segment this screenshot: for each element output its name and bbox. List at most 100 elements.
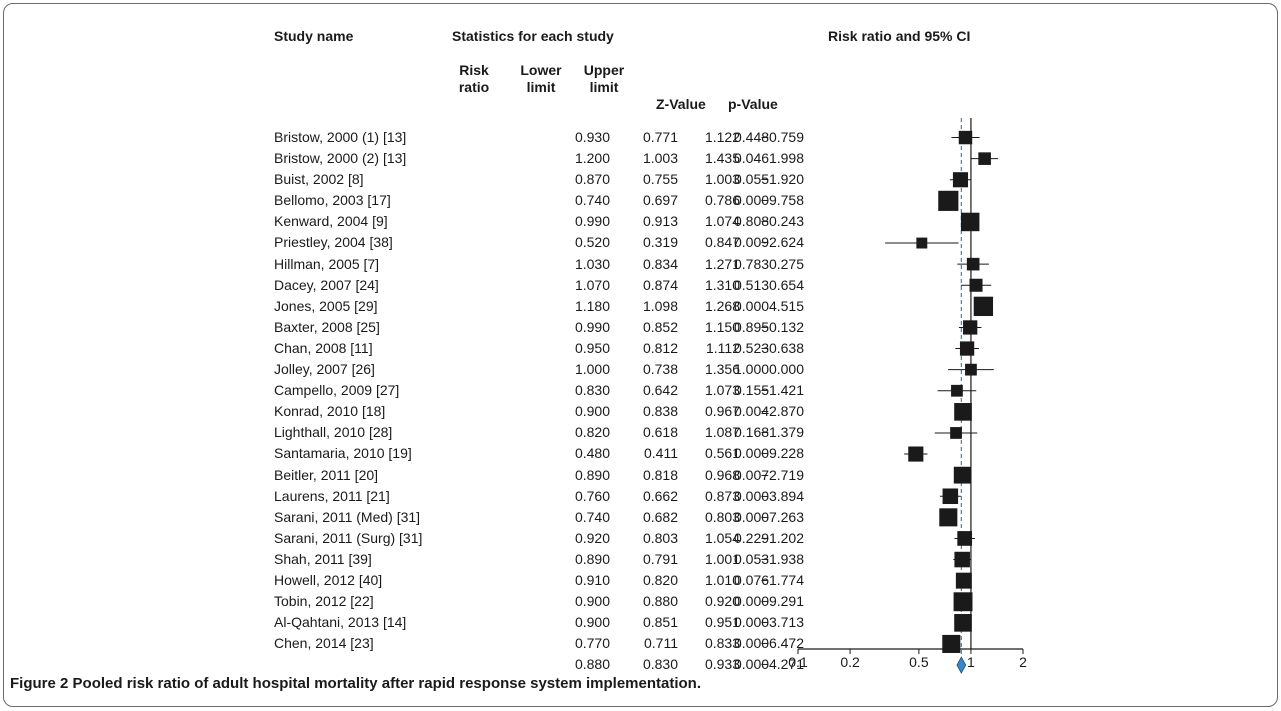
study-name-cell: Laurens, 2011 [21] — [274, 487, 390, 504]
figure-caption: Figure 2 Pooled risk ratio of adult hosp… — [10, 675, 701, 692]
upper-limit-cell: 1.054 — [704, 529, 740, 546]
lower-limit-cell: 0.642 — [642, 382, 678, 399]
z-value-cell: −0.132 — [760, 318, 804, 335]
risk-ratio-cell: 1.070 — [574, 276, 610, 293]
risk-ratio-cell: 0.880 — [574, 656, 610, 673]
upper-limit-cell: 0.968 — [704, 466, 740, 483]
z-value-cell: −9.291 — [760, 593, 804, 610]
effect-marker — [959, 341, 975, 356]
figure-frame — [3, 3, 1278, 707]
z-value-cell: −2.624 — [760, 234, 804, 251]
effect-marker — [955, 572, 972, 589]
lower-limit-cell: 0.818 — [642, 466, 678, 483]
lower-limit-cell: 0.791 — [642, 550, 678, 567]
study-name-cell: Jolley, 2007 [26] — [274, 361, 375, 378]
risk-ratio-cell: 0.480 — [574, 445, 610, 462]
upper-limit-cell: 0.803 — [704, 508, 740, 525]
header-lower-limit: Lower limit — [514, 62, 568, 96]
study-name-cell: Chen, 2014 [23] — [274, 635, 374, 652]
effect-marker — [954, 614, 972, 632]
effect-marker — [954, 551, 970, 568]
p-value-cell: 0.004 — [734, 403, 770, 420]
study-name-cell: Tobin, 2012 [22] — [274, 593, 374, 610]
p-value-cell: 0.155 — [734, 382, 770, 399]
header-z-value: Z-Value — [656, 96, 706, 112]
p-value-cell: 0.000 — [734, 192, 770, 209]
x-tick-label: 0.5 — [909, 654, 929, 670]
risk-ratio-cell: 0.900 — [574, 614, 610, 631]
p-value-cell: 0.000 — [734, 656, 770, 673]
risk-ratio-cell: 0.820 — [574, 424, 610, 441]
effect-marker — [954, 403, 972, 421]
risk-ratio-cell: 0.770 — [574, 635, 610, 652]
lower-limit-cell: 0.812 — [642, 339, 678, 356]
upper-limit-cell: 1.087 — [704, 424, 740, 441]
risk-ratio-cell: 1.000 — [574, 361, 610, 378]
lower-limit-cell: 0.852 — [642, 318, 678, 335]
z-value-cell: −6.472 — [760, 635, 804, 652]
effect-marker — [957, 531, 973, 546]
upper-limit-cell: 0.873 — [704, 487, 740, 504]
risk-ratio-cell: 0.740 — [574, 508, 610, 525]
z-value-cell: 0.000 — [768, 361, 804, 378]
study-name-cell: Dacey, 2007 [24] — [274, 276, 379, 293]
study-name-cell: Beitler, 2011 [20] — [274, 466, 379, 483]
study-name-cell: Baxter, 2008 [25] — [274, 318, 380, 335]
z-value-cell: −7.263 — [760, 508, 804, 525]
study-name-cell: Chan, 2008 [11] — [274, 339, 373, 356]
upper-limit-cell: 1.074 — [704, 213, 740, 230]
z-value-cell: −1.202 — [760, 529, 804, 546]
header-risk-ratio-line1: Risk — [459, 62, 489, 78]
upper-limit-cell: 1.073 — [704, 382, 740, 399]
z-value-cell: −1.421 — [760, 382, 804, 399]
study-name-cell: Al-Qahtani, 2013 [14] — [274, 614, 407, 631]
risk-ratio-cell: 0.890 — [574, 466, 610, 483]
effect-marker — [978, 152, 991, 165]
effect-marker — [965, 363, 977, 376]
lower-limit-cell: 0.820 — [642, 571, 678, 588]
upper-limit-cell: 1.001 — [704, 550, 740, 567]
upper-limit-cell: 1.003 — [704, 171, 740, 188]
p-value-cell: 1.000 — [734, 361, 770, 378]
risk-ratio-cell: 0.900 — [574, 403, 610, 420]
lower-limit-cell: 0.711 — [644, 635, 678, 652]
study-name-cell: Kenward, 2004 [9] — [274, 213, 388, 230]
p-value-cell: 0.168 — [734, 424, 770, 441]
upper-limit-cell: 0.967 — [704, 403, 740, 420]
upper-limit-cell: 0.786 — [704, 192, 740, 209]
upper-limit-cell: 0.561 — [704, 445, 740, 462]
lower-limit-cell: 0.874 — [642, 276, 678, 293]
z-value-cell: 4.515 — [768, 297, 804, 314]
p-value-cell: 0.000 — [734, 614, 770, 631]
risk-ratio-cell: 0.920 — [574, 529, 610, 546]
lower-limit-cell: 0.319 — [642, 234, 678, 251]
risk-ratio-cell: 0.890 — [574, 550, 610, 567]
study-name-cell: Santamaria, 2010 [19] — [274, 445, 412, 462]
effect-marker — [939, 508, 958, 527]
study-name-cell: Campello, 2009 [27] — [274, 382, 400, 399]
risk-ratio-cell: 0.900 — [574, 593, 610, 610]
p-value-cell: 0.000 — [734, 297, 770, 314]
caption-text: Pooled risk ratio of adult hospital mort… — [72, 675, 702, 692]
effect-marker — [963, 320, 978, 335]
effect-marker — [952, 172, 969, 188]
lower-limit-cell: 0.411 — [644, 445, 678, 462]
z-value-cell: −2.870 — [760, 403, 804, 420]
study-name-cell: Bristow, 2000 (2) [13] — [274, 150, 407, 167]
lower-limit-cell: 0.830 — [642, 656, 678, 673]
upper-limit-cell: 1.010 — [704, 571, 740, 588]
upper-limit-cell: 0.933 — [704, 656, 740, 673]
effect-marker — [951, 384, 963, 397]
risk-ratio-cell: 0.990 — [574, 318, 610, 335]
lower-limit-cell: 0.913 — [642, 213, 678, 230]
z-value-cell: −4.271 — [760, 656, 804, 673]
z-value-cell: −3.894 — [760, 487, 804, 504]
header-lower-limit-line1: Lower — [520, 62, 562, 78]
p-value-cell: 0.055 — [734, 171, 770, 188]
lower-limit-cell: 0.697 — [642, 192, 678, 209]
header-stats-group: Statistics for each study — [452, 28, 614, 44]
risk-ratio-cell: 0.950 — [574, 339, 610, 356]
study-name-cell: Jones, 2005 [29] — [274, 297, 378, 314]
effect-marker — [960, 212, 980, 232]
